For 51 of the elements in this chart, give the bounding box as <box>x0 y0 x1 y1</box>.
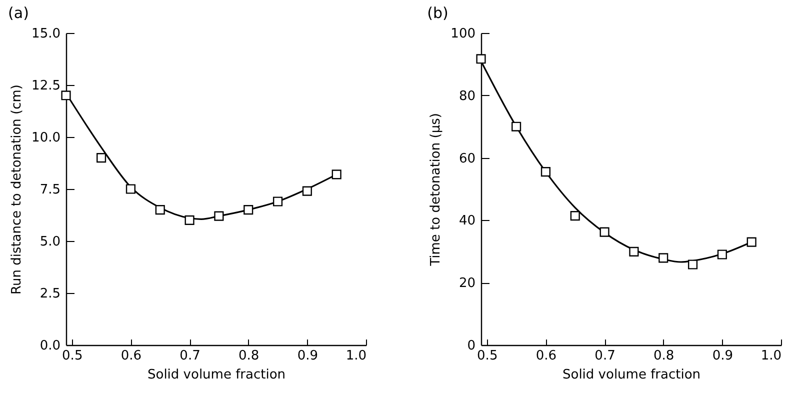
y-tick-label: 0 <box>467 338 476 354</box>
y-tick-label: 5.0 <box>40 234 60 250</box>
point <box>717 250 727 260</box>
chart-title: (b) <box>427 4 448 22</box>
x-tick-label: 0.7 <box>594 348 616 364</box>
point <box>155 205 165 215</box>
point <box>214 211 224 221</box>
x-tick-label: 0.6 <box>536 348 557 364</box>
y-axis-title: Run distance to detonation (cm) <box>10 84 25 294</box>
point <box>688 260 698 270</box>
chart-title: (a) <box>8 4 29 22</box>
y-tick-label: 2.5 <box>40 286 60 302</box>
x-tick-label: 0.9 <box>712 348 734 364</box>
point <box>629 246 639 256</box>
point <box>272 196 283 206</box>
point <box>540 167 550 177</box>
point <box>61 90 71 100</box>
x-axis-title: Solid volume fraction <box>147 368 286 382</box>
point <box>332 170 342 180</box>
point <box>600 227 610 237</box>
point <box>658 253 668 263</box>
point <box>746 237 756 247</box>
point <box>570 211 580 221</box>
x-tick-label: 1.0 <box>346 348 366 364</box>
x-tick-label: 0.7 <box>180 348 200 364</box>
y-tick-label: 20 <box>458 276 476 292</box>
y-tick-label: 12.5 <box>32 78 60 94</box>
x-tick-label: 0.9 <box>297 348 318 364</box>
point <box>302 186 312 196</box>
y-tick-label: 0.0 <box>40 338 60 354</box>
point <box>512 122 522 132</box>
y-axis-title: Time to detonation (µs) <box>428 113 444 267</box>
x-axis-title: Solid volume fraction <box>562 368 701 382</box>
x-tick-label: 0.8 <box>654 348 674 364</box>
point <box>244 205 254 215</box>
point <box>184 215 194 225</box>
x-tick-label: 1.0 <box>760 348 782 364</box>
x-tick-label: 0.6 <box>120 348 142 364</box>
point <box>126 184 136 194</box>
x-tick-label: 0.5 <box>62 348 83 364</box>
y-tick-label: 80 <box>458 88 476 104</box>
x-tick-label: 0.5 <box>477 348 498 364</box>
y-tick-label: 100 <box>450 26 476 42</box>
y-tick-label: 60 <box>458 151 476 166</box>
point <box>476 54 486 64</box>
y-tick-label: 15.0 <box>32 26 60 42</box>
y-tick-label: 10.0 <box>32 130 60 146</box>
y-tick-label: 7.5 <box>40 182 60 198</box>
x-tick-label: 0.8 <box>238 348 260 364</box>
y-tick-label: 40 <box>458 214 476 229</box>
point <box>96 153 106 163</box>
